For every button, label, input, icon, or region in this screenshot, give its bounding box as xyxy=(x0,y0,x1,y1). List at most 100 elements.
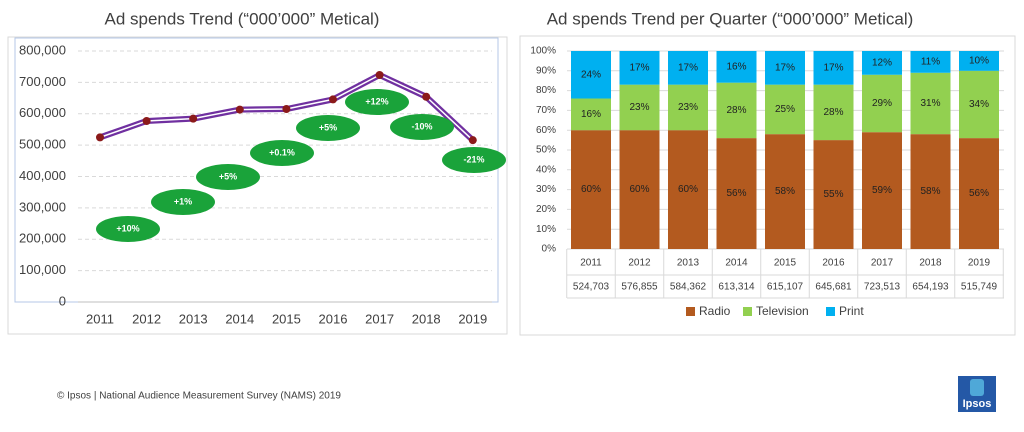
x-tick-label: 2017 xyxy=(365,311,394,326)
x-tick-label: 2014 xyxy=(225,311,254,326)
legend-swatch xyxy=(826,307,835,316)
y-tick-label: 70% xyxy=(536,105,556,116)
legend-swatch xyxy=(686,307,695,316)
marker xyxy=(142,117,151,126)
bar-segment xyxy=(619,130,660,249)
y-tick-label: 400,000 xyxy=(19,168,66,183)
y-tick-label: 20% xyxy=(536,204,556,215)
y-tick-label: 100% xyxy=(530,46,556,57)
x-tick-label: 2015 xyxy=(272,311,301,326)
bar-segment xyxy=(716,82,757,139)
footer-source: © Ipsos | National Audience Measurement … xyxy=(57,391,341,402)
value-label: 60% xyxy=(678,184,698,195)
table-total: 515,749 xyxy=(961,282,998,293)
value-label: 17% xyxy=(629,62,649,73)
y-tick-label: 80% xyxy=(536,85,556,96)
marker xyxy=(189,114,198,123)
bar-segment xyxy=(813,51,854,85)
bar-segment xyxy=(765,134,805,249)
value-label: 55% xyxy=(823,189,843,200)
annotation-bubble xyxy=(151,189,215,215)
value-label: 58% xyxy=(920,186,940,197)
x-tick-label: 2013 xyxy=(677,258,700,269)
value-label: 17% xyxy=(678,62,698,73)
y-tick-label: 300,000 xyxy=(19,199,66,214)
bar-segment xyxy=(910,72,951,135)
x-tick-label: 2019 xyxy=(458,311,487,326)
x-tick-label: 2015 xyxy=(774,258,797,269)
annotation: +5% xyxy=(219,171,237,181)
y-tick-label: 10% xyxy=(536,224,556,235)
value-label: 31% xyxy=(920,98,940,109)
x-tick-label: 2018 xyxy=(919,258,942,269)
y-tick-label: 40% xyxy=(536,164,556,175)
bar-segment xyxy=(619,84,660,131)
marker xyxy=(282,105,291,114)
x-tick-label: 2019 xyxy=(968,258,991,269)
annotation: +5% xyxy=(319,122,337,132)
annotation: +12% xyxy=(365,96,388,106)
y-tick-label: 90% xyxy=(536,65,556,76)
value-label: 16% xyxy=(726,61,746,72)
value-label: 34% xyxy=(969,99,989,110)
value-label: 23% xyxy=(678,102,698,113)
value-label: 28% xyxy=(726,105,746,116)
annotation: +0.1% xyxy=(269,147,295,157)
bar-segment xyxy=(668,51,708,85)
annotation-bubble xyxy=(442,147,506,173)
legend-label: Print xyxy=(839,304,864,318)
bar-segment xyxy=(571,98,611,131)
bar-segment xyxy=(910,134,951,249)
annotation-bubble xyxy=(390,114,454,140)
value-label: 60% xyxy=(629,184,649,195)
annotation-bubble xyxy=(296,115,360,141)
logo-shape xyxy=(970,379,984,396)
marker xyxy=(375,70,384,79)
x-tick-label: 2011 xyxy=(86,311,114,326)
value-label: 24% xyxy=(581,69,601,80)
bar-segment xyxy=(813,140,854,249)
marker xyxy=(422,92,431,101)
bar-segment xyxy=(862,51,902,75)
marker xyxy=(468,136,477,145)
value-label: 28% xyxy=(823,107,843,118)
value-label: 59% xyxy=(872,185,892,196)
bar-segment xyxy=(959,70,999,139)
value-label: 56% xyxy=(969,188,989,199)
bar-segment xyxy=(571,130,611,249)
value-label: 16% xyxy=(581,109,601,120)
y-tick-label: 800,000 xyxy=(19,42,66,57)
marker xyxy=(235,105,244,114)
logo-text: Ipsos xyxy=(963,398,992,410)
bar-segment xyxy=(765,84,805,135)
value-label: 17% xyxy=(823,62,843,73)
legend-label: Radio xyxy=(699,304,731,318)
value-label: 25% xyxy=(775,104,795,115)
bar-segment xyxy=(716,138,757,249)
value-label: 23% xyxy=(629,102,649,113)
y-tick-label: 100,000 xyxy=(19,262,66,277)
bar-segment xyxy=(571,51,611,99)
bar-segment xyxy=(910,51,951,73)
value-label: 29% xyxy=(872,98,892,109)
bar-segment xyxy=(862,132,902,249)
table-total: 654,193 xyxy=(912,282,949,293)
x-tick-label: 2011 xyxy=(580,258,602,269)
annotation: -21% xyxy=(463,154,484,164)
x-tick-label: 2012 xyxy=(132,311,161,326)
x-tick-label: 2013 xyxy=(179,311,208,326)
x-tick-label: 2016 xyxy=(822,258,845,269)
x-tick-label: 2014 xyxy=(725,258,748,269)
annotation-bubble xyxy=(345,89,409,115)
bar-segment xyxy=(813,84,854,141)
value-label: 56% xyxy=(726,188,746,199)
marker xyxy=(96,133,104,142)
bar-segment xyxy=(619,51,660,85)
table-total: 613,314 xyxy=(718,282,755,293)
y-tick-label: 30% xyxy=(536,184,556,195)
marker xyxy=(329,95,337,104)
table-total: 524,703 xyxy=(573,282,610,293)
bar-segment xyxy=(959,51,999,71)
bar-segment xyxy=(959,138,999,249)
annotation: +10% xyxy=(116,223,139,233)
